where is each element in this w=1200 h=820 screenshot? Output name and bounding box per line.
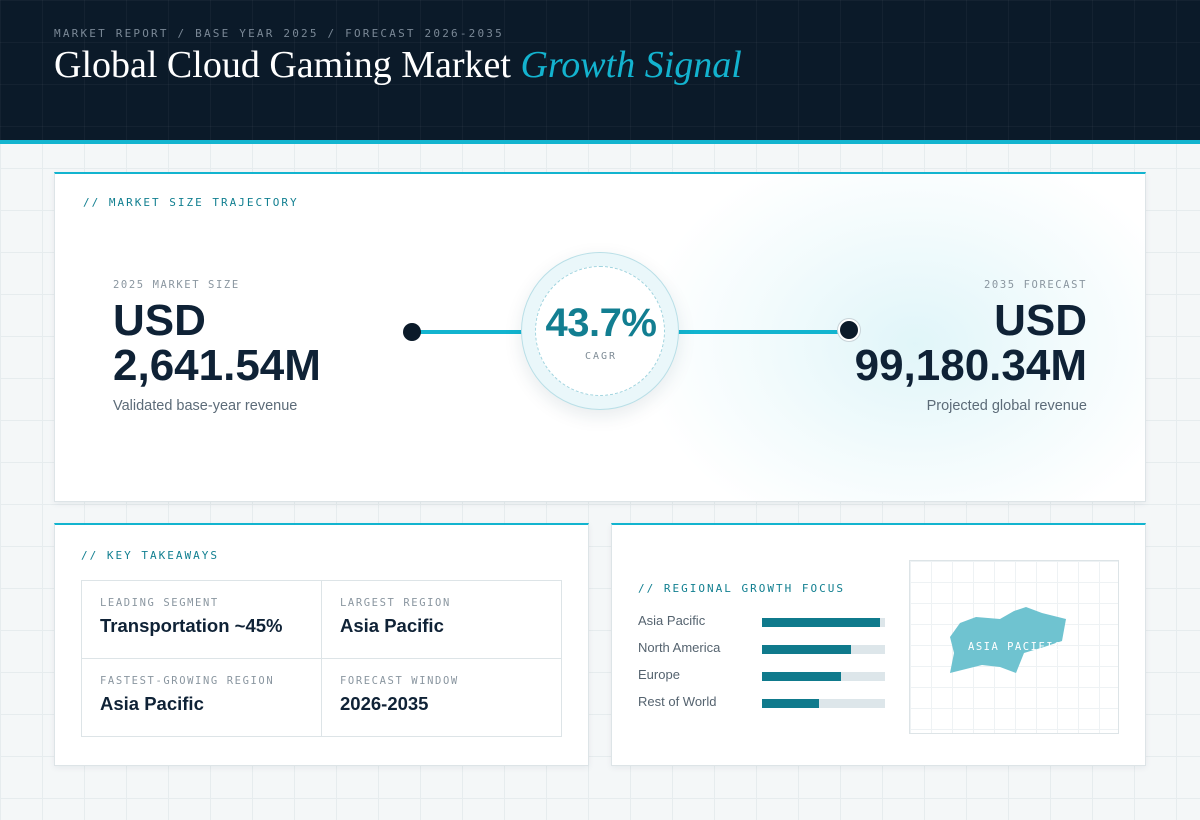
takeaway-largest-region: LARGEST REGION Asia Pacific [322, 581, 562, 659]
region-name: Europe [638, 667, 680, 682]
takeaway-forecast-window: FORECAST WINDOW 2026-2035 [322, 659, 562, 737]
cagr-value: 43.7% [545, 301, 657, 345]
region-name: North America [638, 640, 721, 655]
trajectory-line-left [415, 330, 523, 334]
regional-growth-card: // REGIONAL GROWTH FOCUS Asia Pacific No… [611, 523, 1146, 766]
takeaways-grid: LEADING SEGMENT Transportation ~45% LARG… [81, 580, 562, 737]
regional-section-label: // REGIONAL GROWTH FOCUS [638, 582, 845, 595]
region-bar-track [762, 645, 885, 654]
cagr-label: CAGR [584, 351, 618, 362]
asia-pacific-region-shape [950, 607, 1066, 673]
forecast-label: 2035 FORECAST [984, 279, 1087, 291]
takeaway-value: Asia Pacific [340, 615, 444, 636]
base-year-label: 2025 MARKET SIZE [113, 279, 240, 291]
title-main: Global Cloud Gaming Market [54, 44, 511, 86]
takeaway-key: LEADING SEGMENT [100, 597, 219, 609]
region-bar-track [762, 672, 885, 681]
report-header: MARKET REPORT / BASE YEAR 2025 / FORECAS… [0, 0, 1200, 144]
page-title: Global Cloud Gaming Market Growth Signal [54, 43, 742, 87]
end-point-marker [838, 319, 860, 341]
region-bar-fill [762, 645, 851, 654]
cagr-badge: 43.7% CAGR [521, 252, 679, 410]
takeaway-value: 2026-2035 [340, 693, 429, 714]
region-map: ASIA PACIFIC [909, 560, 1119, 734]
forecast-value: USD 99,180.34M [855, 298, 1087, 388]
region-row-europe: Europe [638, 667, 888, 685]
cagr-inner-circle: 43.7% CAGR [535, 266, 665, 396]
base-year-currency: USD [113, 296, 206, 345]
takeaway-fastest-growing-region: FASTEST-GROWING REGION Asia Pacific [82, 659, 322, 737]
base-year-caption: Validated base-year revenue [113, 398, 298, 414]
region-bar-fill [762, 672, 841, 681]
takeaway-value: Transportation ~45% [100, 615, 283, 636]
region-row-north-america: North America [638, 640, 888, 658]
grid-divider-horizontal [82, 658, 561, 659]
key-takeaways-card: // KEY TAKEAWAYS LEADING SEGMENT Transpo… [54, 523, 589, 766]
forecast-amount: 99,180.34M [854, 341, 1087, 390]
region-name: Rest of World [638, 694, 717, 709]
market-size-trajectory-card: // MARKET SIZE TRAJECTORY 2025 MARKET SI… [54, 172, 1146, 502]
takeaways-section-label: // KEY TAKEAWAYS [81, 549, 219, 562]
trajectory-section-label: // MARKET SIZE TRAJECTORY [83, 196, 299, 209]
region-bar-fill [762, 618, 881, 627]
takeaway-key: FORECAST WINDOW [340, 675, 459, 687]
forecast-currency: USD [994, 296, 1087, 345]
asia-pacific-shape [950, 607, 1066, 673]
forecast-caption: Projected global revenue [926, 398, 1087, 414]
base-year-value: USD 2,641.54M [113, 298, 321, 388]
region-name: Asia Pacific [638, 613, 706, 628]
takeaway-key: FASTEST-GROWING REGION [100, 675, 275, 687]
region-bar-fill [762, 699, 819, 708]
region-bar-track [762, 699, 885, 708]
takeaway-leading-segment: LEADING SEGMENT Transportation ~45% [82, 581, 322, 659]
takeaway-key: LARGEST REGION [340, 597, 451, 609]
region-row-rest-of-world: Rest of World [638, 694, 888, 712]
map-region-label: ASIA PACIFIC [968, 641, 1062, 653]
title-accent: Growth Signal [520, 44, 742, 86]
takeaway-value: Asia Pacific [100, 693, 204, 714]
region-bar-track [762, 618, 885, 627]
base-year-amount: 2,641.54M [113, 341, 321, 390]
trajectory-line-right [677, 330, 841, 334]
report-breadcrumb: MARKET REPORT / BASE YEAR 2025 / FORECAS… [54, 27, 504, 40]
start-point-marker [403, 323, 421, 341]
background-glow [635, 174, 1145, 501]
region-row-asia-pacific: Asia Pacific [638, 613, 888, 631]
